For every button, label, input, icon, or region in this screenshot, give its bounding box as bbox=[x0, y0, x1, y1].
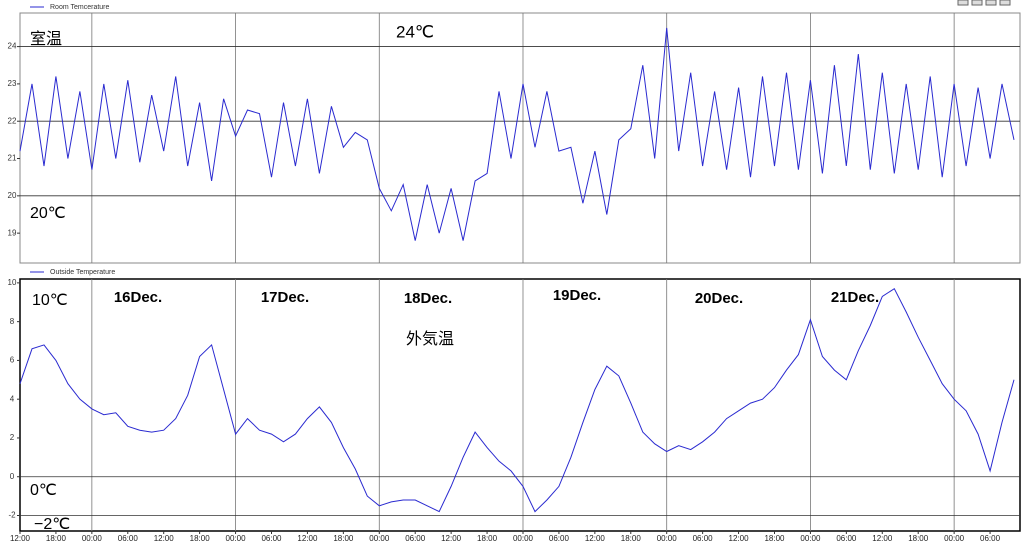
x-tick-label: 00:00 bbox=[800, 534, 821, 543]
x-tick-label: 18:00 bbox=[477, 534, 498, 543]
y-tick-label: 19 bbox=[8, 228, 17, 237]
annotation: 19Dec. bbox=[553, 287, 601, 304]
annotation: −2℃ bbox=[34, 516, 70, 533]
y-tick-label: 21 bbox=[8, 154, 17, 163]
x-tick-label: 00:00 bbox=[226, 534, 247, 543]
x-tick-label: 18:00 bbox=[621, 534, 642, 543]
x-tick-label: 06:00 bbox=[261, 534, 282, 543]
annotation: 16Dec. bbox=[114, 289, 162, 306]
window-buttons bbox=[957, 0, 1011, 6]
y-tick-label: 8 bbox=[10, 317, 15, 326]
y-tick-label: 22 bbox=[8, 116, 17, 125]
y-tick-label: 24 bbox=[8, 42, 17, 51]
x-tick-label: 12:00 bbox=[872, 534, 893, 543]
y-tick-label: 10 bbox=[8, 278, 17, 287]
y-tick-label: -2 bbox=[8, 511, 16, 520]
annotation: 21Dec. bbox=[831, 289, 879, 306]
x-tick-label: 06:00 bbox=[693, 534, 714, 543]
x-tick-label: 18:00 bbox=[333, 534, 354, 543]
x-tick-label: 06:00 bbox=[980, 534, 1001, 543]
annotation: 外気温 bbox=[406, 330, 454, 348]
x-tick-label: 12:00 bbox=[10, 534, 31, 543]
plot-frame bbox=[19, 278, 1021, 532]
annotation: 20℃ bbox=[30, 205, 66, 222]
y-tick-label: 4 bbox=[10, 394, 15, 403]
data-line bbox=[19, 27, 1015, 241]
plot-frame bbox=[19, 12, 1021, 264]
x-tick-label: 06:00 bbox=[836, 534, 857, 543]
x-tick-label: 18:00 bbox=[908, 534, 929, 543]
x-tick-label: 12:00 bbox=[441, 534, 462, 543]
annotation: 室温 bbox=[30, 30, 62, 48]
annotation: 0℃ bbox=[30, 482, 57, 499]
x-tick-label: 00:00 bbox=[944, 534, 965, 543]
button[interactable] bbox=[971, 0, 983, 6]
annotation: 24℃ bbox=[396, 22, 434, 41]
x-tick-label: 06:00 bbox=[405, 534, 426, 543]
x-tick-label: 00:00 bbox=[369, 534, 390, 543]
x-tick-label: 00:00 bbox=[657, 534, 678, 543]
y-tick-label: 2 bbox=[10, 433, 15, 442]
data-line bbox=[19, 287, 1015, 513]
button[interactable] bbox=[985, 0, 997, 6]
annotation: 18Dec. bbox=[404, 290, 452, 307]
legend-label: Outside Temperature bbox=[50, 269, 115, 276]
x-tick-label: 12:00 bbox=[585, 534, 606, 543]
x-tick-label: 18:00 bbox=[46, 534, 67, 543]
legend-label: Room Temcerature bbox=[50, 4, 110, 11]
x-tick-label: 18:00 bbox=[190, 534, 211, 543]
x-tick-label: 06:00 bbox=[118, 534, 139, 543]
button[interactable] bbox=[999, 0, 1011, 6]
y-tick-label: 6 bbox=[10, 356, 15, 365]
annotation: 17Dec. bbox=[261, 289, 309, 306]
annotation: 20Dec. bbox=[695, 290, 743, 307]
y-tick-label: 23 bbox=[8, 79, 17, 88]
button[interactable] bbox=[957, 0, 969, 6]
y-tick-label: 0 bbox=[10, 472, 15, 481]
x-tick-label: 12:00 bbox=[729, 534, 750, 543]
y-tick-label: 20 bbox=[8, 191, 17, 200]
x-tick-label: 00:00 bbox=[82, 534, 103, 543]
x-tick-label: 12:00 bbox=[154, 534, 175, 543]
x-tick-label: 00:00 bbox=[513, 534, 534, 543]
annotation: 10℃ bbox=[32, 292, 68, 309]
x-tick-label: 12:00 bbox=[297, 534, 318, 543]
x-tick-label: 18:00 bbox=[764, 534, 785, 543]
x-tick-label: 06:00 bbox=[549, 534, 570, 543]
